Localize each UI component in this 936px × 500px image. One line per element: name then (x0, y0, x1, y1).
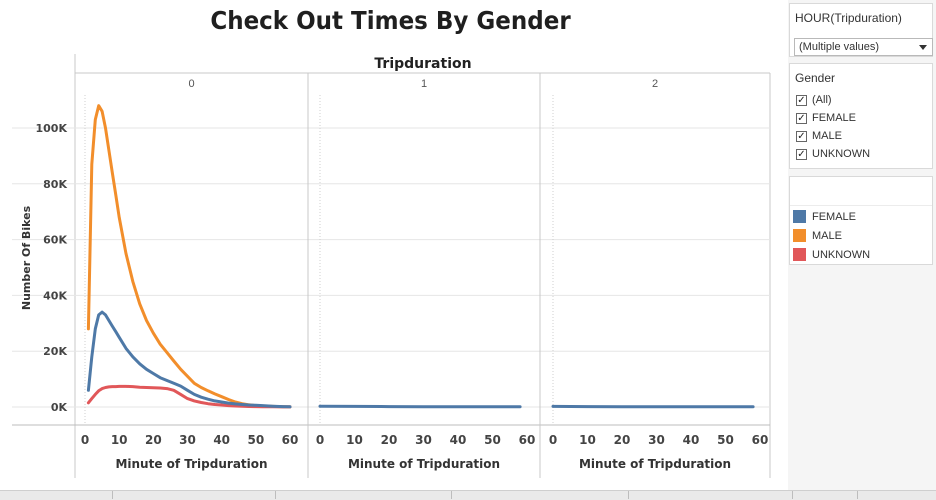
series-line-female-panel-0 (88, 312, 290, 407)
tab-separator (857, 491, 858, 499)
x-tick-label: 0 (81, 433, 89, 447)
x-tick-label: 10 (579, 433, 596, 447)
x-tick-label: 50 (247, 433, 264, 447)
legend-header (790, 177, 932, 206)
legend-swatch (793, 248, 806, 261)
gender-option-all[interactable]: ✓ (All) (790, 91, 932, 109)
tab-separator (792, 491, 793, 499)
column-header: Tripduration (374, 56, 471, 72)
y-tick-label: 40K (43, 289, 67, 302)
panel-header: 1 (421, 78, 427, 90)
hour-filter-value: (Multiple values) (799, 41, 879, 53)
gender-option-label: FEMALE (812, 112, 856, 124)
legend-swatch (793, 229, 806, 242)
checkbox-icon: ✓ (796, 113, 807, 124)
legend-item-male[interactable]: MALE (790, 226, 932, 245)
x-tick-label: 0 (549, 433, 557, 447)
x-tick-label: 40 (450, 433, 467, 447)
legend-swatch (793, 210, 806, 223)
panel-header: 2 (652, 78, 658, 90)
y-tick-label: 60K (43, 234, 67, 247)
x-tick-label: 10 (346, 433, 363, 447)
x-tick-label: 20 (614, 433, 631, 447)
x-tick-label: 30 (415, 433, 432, 447)
gender-filter-card: Gender ✓ (All) ✓ FEMALE ✓ MALE ✓ UNKNOWN (789, 63, 933, 169)
x-tick-label: 20 (145, 433, 162, 447)
gender-option-label: UNKNOWN (812, 148, 870, 160)
chevron-down-icon (919, 45, 927, 50)
series-line-male-panel-0 (88, 106, 290, 407)
hour-filter-title: HOUR(Tripduration) (790, 4, 932, 25)
gender-option-male[interactable]: ✓ MALE (790, 127, 932, 145)
x-tick-label: 40 (683, 433, 700, 447)
x-tick-label: 50 (484, 433, 501, 447)
legend-label: FEMALE (812, 211, 856, 223)
gender-option-label: MALE (812, 130, 842, 142)
x-tick-label: 60 (282, 433, 299, 447)
legend-label: UNKNOWN (812, 249, 870, 261)
checkbox-icon: ✓ (796, 149, 807, 160)
legend-item-female[interactable]: FEMALE (790, 207, 932, 226)
x-axis-label: Minute of Tripduration (115, 457, 267, 471)
chart-title: Check Out Times By Gender (31, 6, 750, 35)
series-line-female-panel-1 (320, 406, 520, 407)
x-tick-label: 50 (717, 433, 734, 447)
checkbox-icon: ✓ (796, 95, 807, 106)
series-line-unknown-panel-0 (88, 386, 290, 407)
legend-item-unknown[interactable]: UNKNOWN (790, 245, 932, 264)
x-tick-label: 10 (111, 433, 128, 447)
hour-filter-card: HOUR(Tripduration) (Multiple values) (789, 3, 933, 57)
tab-separator (275, 491, 276, 499)
tab-separator (112, 491, 113, 499)
x-tick-label: 20 (381, 433, 398, 447)
x-tick-label: 40 (213, 433, 230, 447)
gender-option-label: (All) (812, 94, 832, 106)
x-tick-label: 30 (648, 433, 665, 447)
y-tick-label: 80K (43, 178, 67, 191)
gender-option-female[interactable]: ✓ FEMALE (790, 109, 932, 127)
y-tick-label: 100K (36, 122, 68, 135)
gender-option-unknown[interactable]: ✓ UNKNOWN (790, 145, 932, 163)
x-tick-label: 60 (752, 433, 769, 447)
checkbox-icon: ✓ (796, 131, 807, 142)
x-axis-label: Minute of Tripduration (579, 457, 731, 471)
x-tick-label: 30 (179, 433, 196, 447)
hour-filter-dropdown[interactable]: (Multiple values) (794, 38, 933, 56)
legend-list: FEMALE MALE UNKNOWN (790, 206, 932, 264)
x-axis-label: Minute of Tripduration (348, 457, 500, 471)
x-tick-label: 60 (519, 433, 536, 447)
tab-separator (451, 491, 452, 499)
gender-filter-list: ✓ (All) ✓ FEMALE ✓ MALE ✓ UNKNOWN (790, 91, 932, 163)
legend-label: MALE (812, 230, 842, 242)
y-tick-label: 20K (43, 345, 67, 358)
y-tick-label: 0K (51, 401, 68, 414)
panel-header: 0 (188, 78, 194, 90)
color-legend-card: FEMALE MALE UNKNOWN (789, 176, 933, 265)
x-tick-label: 0 (316, 433, 324, 447)
tab-separator (628, 491, 629, 499)
gender-filter-title: Gender (790, 64, 932, 91)
y-axis-label: Number Of Bikes (20, 205, 33, 310)
